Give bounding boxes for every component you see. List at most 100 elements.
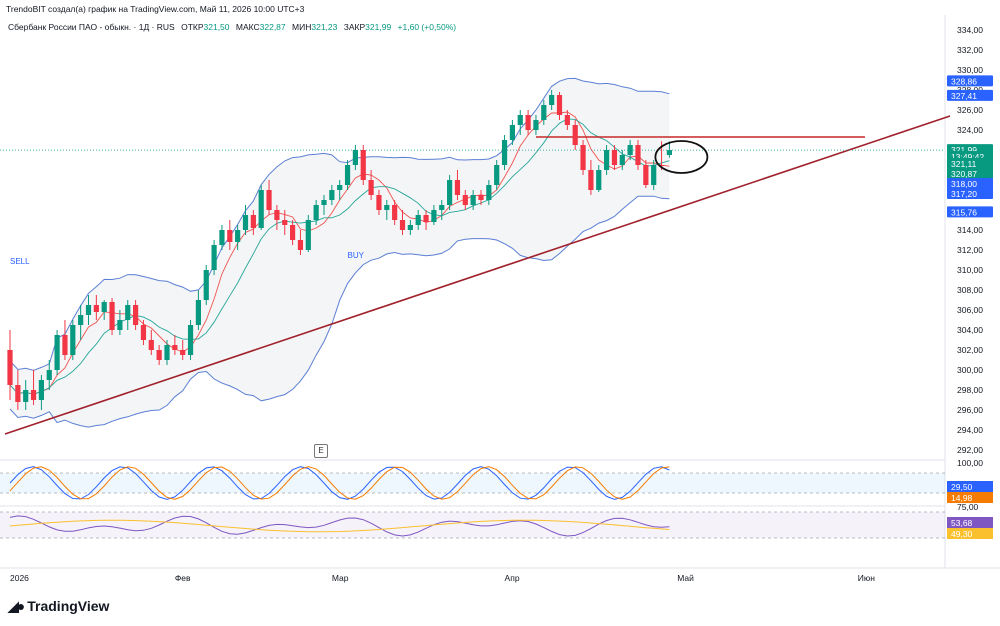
candle-body <box>195 300 201 325</box>
time-tick-label: 2026 <box>10 573 29 583</box>
candle-body <box>486 185 492 200</box>
high-label: МАКС <box>235 22 260 32</box>
tradingview-logo: ◢● TradingView <box>8 598 109 615</box>
candle-body <box>533 120 539 130</box>
stoch-badge <box>947 481 993 492</box>
candle-body <box>70 325 76 355</box>
candle-body <box>329 190 335 200</box>
candle-body <box>517 115 523 125</box>
stoch-badge-label: 29,50 <box>951 482 973 492</box>
candle-body <box>368 180 374 195</box>
candle-body <box>164 345 170 360</box>
stoch-tick-label: 100,00 <box>957 458 983 468</box>
price-tick-label: 330,00 <box>957 65 983 75</box>
close-label: ЗАКР <box>343 22 366 32</box>
price-tick-label: 334,00 <box>957 25 983 35</box>
candle-body <box>478 195 484 200</box>
candle-body <box>549 95 555 105</box>
symbol-name: Сбербанк России ПАО - обыкн. · 1Д · RUS <box>8 22 175 32</box>
candle-body <box>494 165 500 185</box>
time-tick-label: Май <box>677 573 694 583</box>
stoch-badge <box>947 492 993 503</box>
price-badge-label: 318,00 <box>951 179 977 189</box>
candle-body <box>187 325 194 355</box>
candle-body <box>54 335 60 370</box>
candle-body <box>172 345 178 350</box>
candle-body <box>297 240 304 250</box>
candle-body <box>30 390 37 400</box>
candle-body <box>415 215 421 225</box>
symbol-legend: Сбербанк России ПАО - обыкн. · 1Д · RUS … <box>8 22 456 32</box>
candle-body <box>211 245 217 270</box>
candle-body <box>454 180 461 195</box>
change-value: +1,60 (+0,50%) <box>397 22 457 32</box>
high-value: 322,87 <box>259 22 286 32</box>
candle-body <box>439 205 445 210</box>
price-badge-label: 327,41 <box>951 91 977 101</box>
price-tick-label: 312,00 <box>957 245 983 255</box>
candle-body <box>38 380 44 400</box>
candle-body <box>133 305 139 325</box>
candle-body <box>219 230 225 245</box>
price-badge-label: 320,87 <box>951 169 977 179</box>
candle-body <box>556 95 563 115</box>
rsi-badge-label: 49,30 <box>951 529 973 539</box>
candle-body <box>266 190 272 210</box>
candle-body <box>376 195 382 210</box>
candle-body <box>85 305 92 315</box>
price-badge <box>947 178 993 189</box>
candle-body <box>78 315 84 325</box>
candle-body <box>431 210 437 222</box>
stoch-badge-label: 14,98 <box>951 493 973 503</box>
price-tick-label: 324,00 <box>957 125 983 135</box>
candle-body <box>360 150 366 180</box>
candle-body <box>93 305 99 312</box>
price-badge <box>947 188 993 199</box>
candle-body <box>321 200 327 205</box>
open-value: 321,50 <box>203 22 230 32</box>
time-tick-label: Июн <box>858 573 875 583</box>
candle-body <box>23 390 29 402</box>
candle-body <box>305 220 311 250</box>
candle-body <box>274 210 280 220</box>
price-badge <box>947 89 993 101</box>
candle-body <box>313 205 319 220</box>
stoch-d-line <box>9 466 670 500</box>
candle-body <box>635 145 641 165</box>
candle-body <box>470 195 476 205</box>
candle-body <box>337 185 343 190</box>
candle-body <box>509 125 515 140</box>
price-tick-label: 296,00 <box>957 405 983 415</box>
price-tick-label: 302,00 <box>957 345 983 355</box>
candle-body <box>627 145 633 155</box>
tradingview-logo-icon: ◢● <box>8 598 25 614</box>
rsi-ma-line <box>9 519 670 533</box>
stoch-k-line <box>9 466 670 500</box>
candle-body <box>352 150 358 165</box>
support-trendline <box>4 115 951 435</box>
candle-body <box>384 205 390 210</box>
price-badge-label: 13:49:42 <box>951 152 984 162</box>
rsi-badge <box>947 528 993 539</box>
chart-creator-caption: TrendoBIT создал(а) график на TradingVie… <box>6 4 305 14</box>
candle-body <box>344 165 351 185</box>
candle-body <box>658 165 665 167</box>
candle-body <box>109 302 115 330</box>
candle-body <box>258 190 264 228</box>
candle-body <box>407 225 413 230</box>
earnings-marker[interactable]: E <box>314 444 328 458</box>
candle-body <box>666 150 672 155</box>
candle-body <box>447 180 453 205</box>
price-badge-label: 321,11 <box>951 159 977 169</box>
price-tick-label: 300,00 <box>957 365 983 375</box>
time-tick-label: Апр <box>505 573 520 583</box>
candle-body <box>572 125 578 145</box>
signal-label: BUY <box>348 251 365 260</box>
price-tick-label: 292,00 <box>957 445 983 455</box>
time-tick-label: Мар <box>332 573 349 583</box>
price-tick-label: 308,00 <box>957 285 983 295</box>
bollinger-lower-line <box>9 195 670 428</box>
candle-body <box>148 340 154 350</box>
candle-body <box>392 205 398 220</box>
